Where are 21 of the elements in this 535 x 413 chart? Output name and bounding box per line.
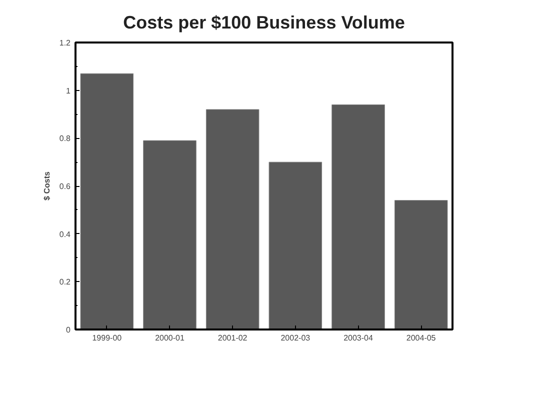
bar	[332, 104, 385, 330]
y-tick-label: 0.2	[59, 278, 72, 287]
y-tick-label: 1	[66, 86, 72, 96]
y-tick-label: 0.8	[59, 134, 72, 144]
bar	[80, 73, 134, 330]
bar	[268, 162, 322, 330]
x-tick-label: 2003-04	[344, 334, 374, 342]
y-tick-label: 0	[66, 326, 72, 334]
bar	[143, 140, 196, 330]
y-tick-label: 0.4	[59, 230, 72, 239]
chart-title: Costs per $100 Business Volume	[123, 12, 405, 32]
x-tick-label: 1999-00	[92, 334, 122, 342]
x-tick-label: 2001-02	[218, 334, 248, 342]
x-tick-label: 2002-03	[280, 334, 311, 342]
y-tick-label: 1.2	[59, 38, 72, 48]
y-axis-title: $ Costs	[42, 171, 52, 200]
y-tick-label: 0.6	[59, 182, 72, 191]
x-tick-label: 2000-01	[155, 334, 185, 342]
bar	[206, 109, 260, 330]
bar	[394, 200, 448, 330]
x-tick-label: 2004-05	[406, 334, 436, 342]
